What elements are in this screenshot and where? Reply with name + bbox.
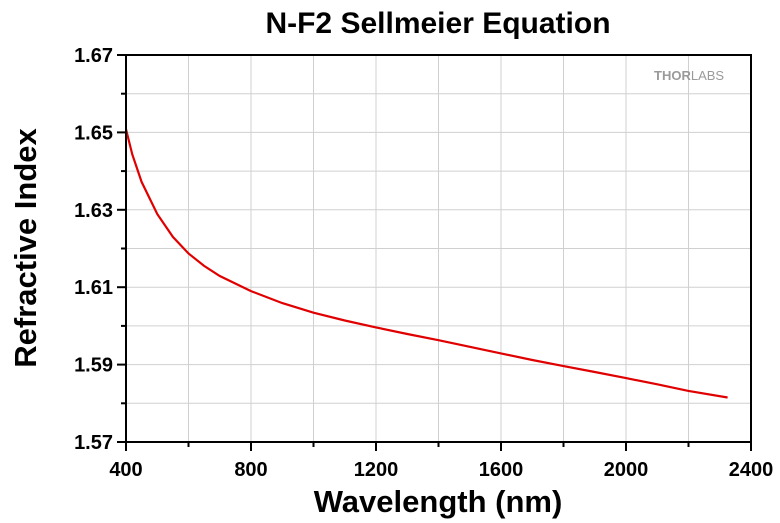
x-tick-label: 1600: [479, 459, 524, 481]
x-tick-label: 2000: [604, 459, 649, 481]
y-tick-label: 1.59: [74, 355, 113, 377]
x-tick-label: 2400: [729, 459, 774, 481]
x-axis-label: Wavelength (nm): [314, 484, 563, 519]
ticks: [117, 54, 752, 451]
x-tick-label: 400: [109, 459, 142, 481]
logo-bold: THOR: [654, 68, 691, 83]
tick-labels: 400 800 1200 1600 2000 2400 1.57 1.59 1.61 1.63 1.…: [74, 45, 773, 481]
series-line: [124, 129, 728, 399]
y-tick-label: 1.57: [74, 432, 113, 454]
logo-light: LABS: [691, 68, 725, 83]
y-axis-label: Refractive Index: [8, 127, 43, 367]
y-tick-label: 1.61: [74, 277, 113, 299]
thorlabs-logo: THORLABS: [654, 68, 724, 83]
y-tick-label: 1.63: [74, 200, 113, 222]
y-tick-label: 1.67: [74, 45, 113, 67]
grid: [126, 55, 751, 442]
x-tick-label: 800: [234, 459, 267, 481]
y-tick-label: 1.65: [74, 122, 113, 144]
x-tick-label: 1200: [354, 459, 399, 481]
chart-title: N-F2 Sellmeier Equation: [265, 7, 610, 40]
logo-text: THORLABS: [654, 68, 724, 83]
